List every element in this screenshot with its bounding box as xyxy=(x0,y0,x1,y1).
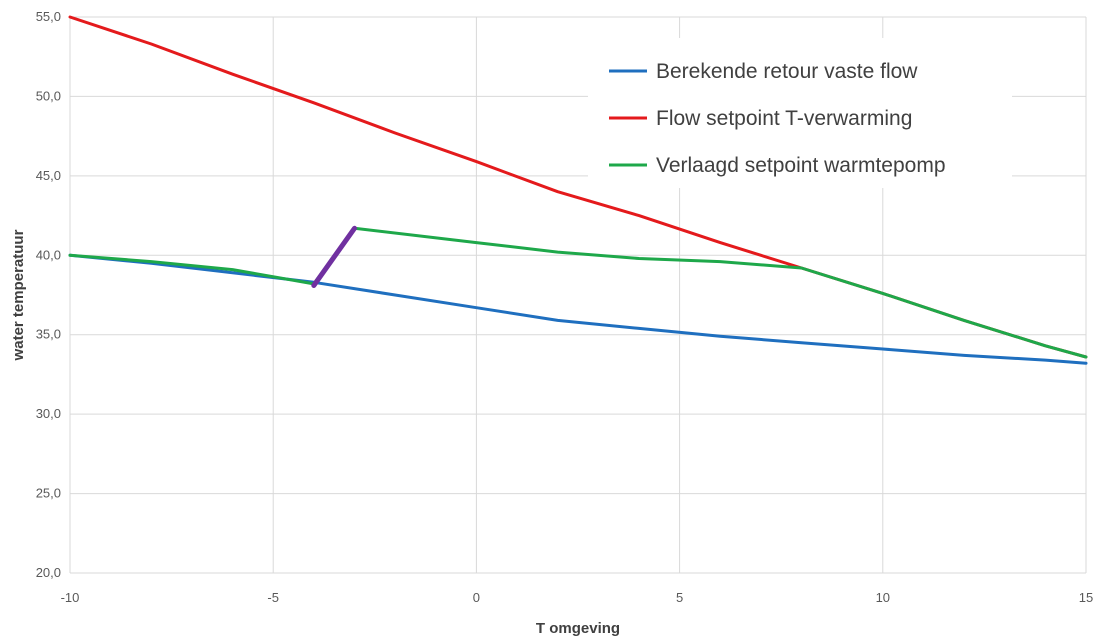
y-tick-label: 50,0 xyxy=(36,88,61,103)
series-lines xyxy=(68,15,1088,365)
y-tick-label: 55,0 xyxy=(36,9,61,24)
x-axis-ticks: -10 -5 0 5 10 15 xyxy=(61,590,1094,605)
y-axis-title: water temperatuur xyxy=(10,229,27,361)
x-tick-label: -5 xyxy=(267,590,279,605)
y-tick-label: 20,0 xyxy=(36,565,61,580)
y-tick-label: 35,0 xyxy=(36,327,61,342)
series-line-2 xyxy=(68,226,1088,359)
y-tick-label: 30,0 xyxy=(36,406,61,421)
x-tick-label: 5 xyxy=(676,590,683,605)
series-line-3 xyxy=(311,225,357,288)
x-axis-title: T omgeving xyxy=(536,620,620,636)
y-tick-label: 40,0 xyxy=(36,247,61,262)
legend-label: Berekende retour vaste flow xyxy=(656,60,918,83)
legend-label: Flow setpoint T-verwarming xyxy=(656,107,912,130)
legend-background xyxy=(588,38,1012,188)
series-line-0 xyxy=(68,253,1088,365)
legend-label: Verlaagd setpoint warmtepomp xyxy=(656,154,946,177)
x-tick-label: 0 xyxy=(473,590,480,605)
y-axis-ticks: 20,0 25,0 30,0 35,0 40,0 45,0 50,0 55,0 xyxy=(36,9,61,580)
x-tick-label: -10 xyxy=(61,590,80,605)
y-tick-label: 25,0 xyxy=(36,486,61,501)
x-tick-label: 10 xyxy=(876,590,890,605)
y-tick-label: 45,0 xyxy=(36,168,61,183)
legend: Berekende retour vaste flow Flow setpoint… xyxy=(588,38,1012,188)
x-tick-label: 15 xyxy=(1079,590,1093,605)
